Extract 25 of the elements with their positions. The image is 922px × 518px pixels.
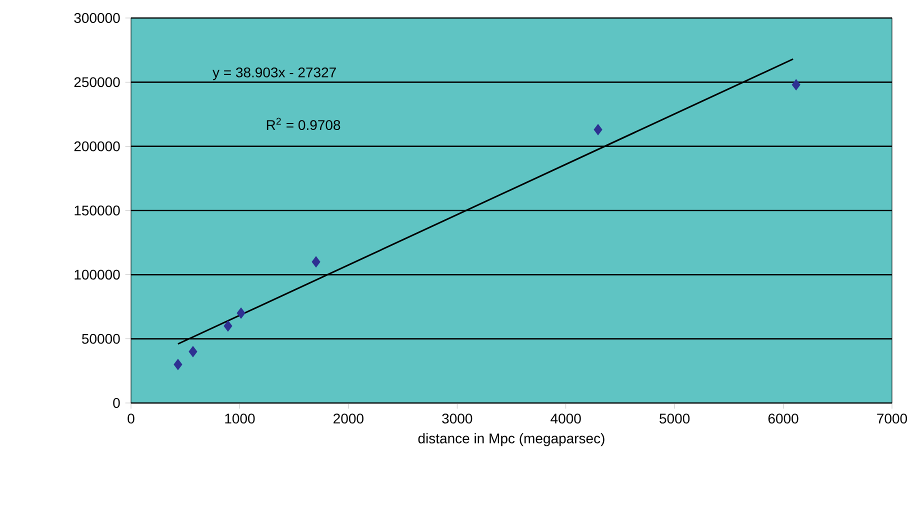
point bbox=[236, 308, 246, 319]
y-tick-label: 0 bbox=[113, 398, 120, 408]
x-tick-label: 2000 bbox=[334, 414, 364, 424]
annotation: R$^{2}$ = 0.9708 bbox=[266, 118, 340, 130]
x-tick-label: 6000 bbox=[768, 414, 798, 424]
x-tick-label: 3000 bbox=[442, 414, 472, 424]
x-tick-label: 1000 bbox=[225, 414, 255, 424]
point bbox=[224, 320, 232, 332]
x-axis-title: distance in Mpc (megaparsec) bbox=[418, 433, 604, 446]
point bbox=[594, 124, 602, 136]
point bbox=[792, 79, 800, 90]
y-tick-label: 200000 bbox=[74, 141, 120, 152]
point bbox=[174, 358, 182, 370]
x-tick-label: 5000 bbox=[660, 414, 690, 424]
y-tick-label: 50000 bbox=[82, 334, 120, 344]
y-tick-label: 100000 bbox=[74, 270, 120, 280]
point bbox=[312, 256, 320, 268]
x-tick-label: 4000 bbox=[550, 414, 581, 424]
x-tick-label: 7000 bbox=[877, 414, 908, 424]
x-tick-label: 0 bbox=[128, 414, 134, 424]
y-tick-label: 250000 bbox=[74, 77, 120, 88]
point bbox=[188, 346, 198, 358]
annotation: y = 38.903x - 27327 bbox=[212, 67, 336, 80]
y-tick-label: 150000 bbox=[74, 206, 120, 216]
y-tick-label: 300000 bbox=[74, 13, 120, 23]
